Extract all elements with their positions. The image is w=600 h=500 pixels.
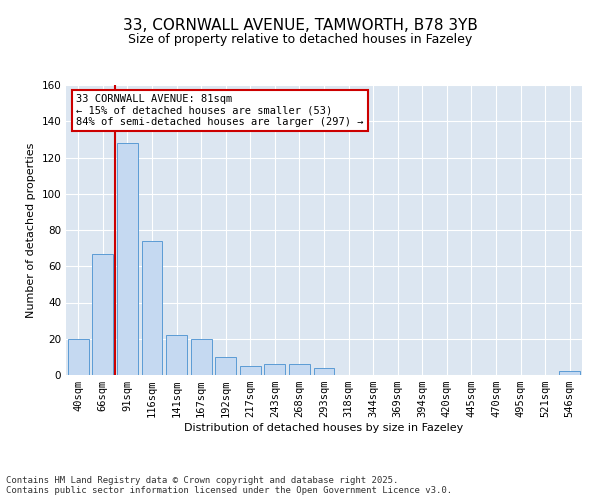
Bar [289,364,310,375]
Bar [142,241,163,375]
X-axis label: Distribution of detached houses by size in Fazeley: Distribution of detached houses by size … [184,423,464,433]
Bar [240,366,261,375]
Bar [166,335,187,375]
Bar [117,143,138,375]
Bar [191,339,212,375]
Bar [559,372,580,375]
Y-axis label: Number of detached properties: Number of detached properties [26,142,36,318]
Bar [265,364,286,375]
Text: Contains HM Land Registry data © Crown copyright and database right 2025.
Contai: Contains HM Land Registry data © Crown c… [6,476,452,495]
Text: 33 CORNWALL AVENUE: 81sqm
← 15% of detached houses are smaller (53)
84% of semi-: 33 CORNWALL AVENUE: 81sqm ← 15% of detac… [76,94,364,127]
Bar [68,339,89,375]
Bar [314,368,334,375]
Bar [215,357,236,375]
Text: 33, CORNWALL AVENUE, TAMWORTH, B78 3YB: 33, CORNWALL AVENUE, TAMWORTH, B78 3YB [122,18,478,32]
Bar [92,254,113,375]
Text: Size of property relative to detached houses in Fazeley: Size of property relative to detached ho… [128,32,472,46]
